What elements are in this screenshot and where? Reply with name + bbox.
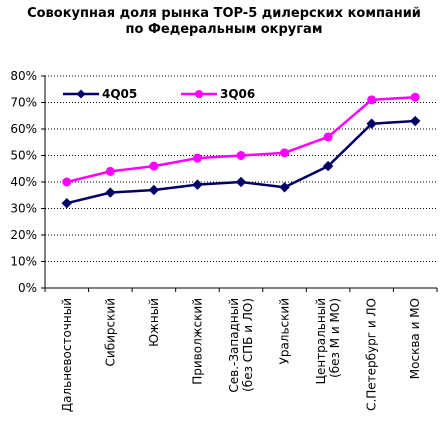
data-point-3Q06 (367, 95, 377, 105)
x-category-label: Уральский (278, 298, 292, 364)
legend-label: 3Q06 (220, 87, 255, 101)
data-point-3Q06 (280, 148, 290, 158)
data-point-4Q05 (105, 187, 116, 198)
data-point-3Q06 (323, 132, 333, 142)
y-tick-label: 40% (10, 175, 37, 189)
x-category-label: Южный (147, 298, 161, 347)
y-tick-label: 70% (10, 96, 37, 110)
chart-title-line-2: по Федеральным округам (125, 22, 323, 37)
data-point-4Q05 (410, 115, 421, 127)
data-point-4Q05 (366, 118, 377, 129)
x-category-label: (без М и МО) (328, 298, 342, 378)
data-point-3Q06 (149, 161, 159, 171)
data-point-3Q06 (410, 92, 420, 102)
x-category-label: (без СПБ и ЛО) (241, 298, 255, 392)
x-category-label: Дальневосточный (60, 298, 74, 412)
data-point-4Q05 (322, 160, 334, 172)
data-point-3Q06 (62, 177, 72, 187)
legend-swatch-marker (195, 90, 203, 98)
legend-swatch-marker (76, 89, 86, 99)
data-point-4Q05 (148, 184, 160, 196)
y-tick-label: 10% (10, 255, 37, 269)
y-tick-label: 20% (10, 228, 37, 242)
x-category-label: Сев.-Западный (227, 298, 241, 393)
series-line-3Q06 (66, 95, 416, 184)
x-category-label: С.Петербург и ЛО (365, 298, 379, 411)
data-point-4Q05 (192, 179, 203, 190)
x-category-label: Центральный (314, 298, 328, 384)
chart-title: Совокупная доля рынка TOP-5 дилерских ко… (0, 6, 448, 38)
legend-label: 4Q05 (102, 87, 137, 101)
data-point-4Q05 (235, 176, 247, 188)
y-tick-label: 60% (10, 122, 37, 136)
x-category-label: Приволжский (190, 298, 204, 385)
y-tick-label: 30% (10, 202, 37, 216)
data-point-3Q06 (236, 151, 246, 160)
y-tick-label: 80% (10, 69, 37, 83)
y-tick-label: 50% (10, 149, 37, 163)
x-category-label: Москва и МО (408, 298, 422, 379)
x-category-label: Сибирский (103, 298, 117, 366)
series-line-4Q05 (66, 119, 416, 205)
data-point-4Q05 (61, 197, 72, 209)
y-tick-label: 0% (18, 281, 37, 295)
data-point-3Q06 (105, 166, 115, 176)
data-point-3Q06 (192, 153, 202, 163)
chart-title-line-1: Совокупная доля рынка TOP-5 дилерских ко… (27, 6, 421, 21)
data-point-4Q05 (279, 182, 290, 193)
